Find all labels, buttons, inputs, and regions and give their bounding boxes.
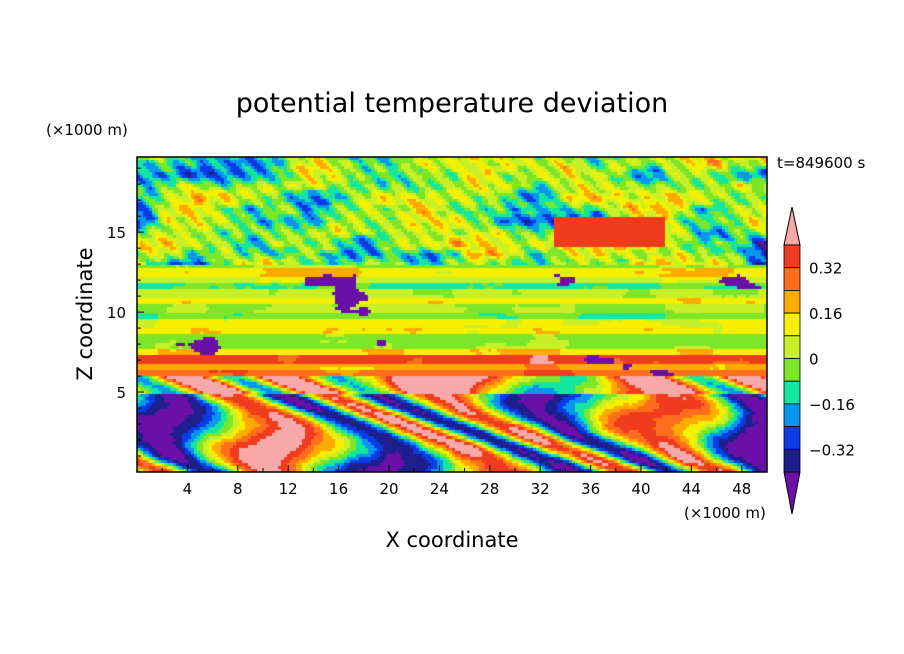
x-unit-label: (×1000 m) <box>684 504 766 522</box>
x-tick-label: 24 <box>430 480 449 498</box>
colorbar-label: 0.16 <box>809 305 842 323</box>
colorbar-top-arrow <box>783 206 801 246</box>
colorbar-segment <box>783 426 801 450</box>
colorbar-segment <box>783 244 801 269</box>
data-field <box>137 157 767 472</box>
y-axis: 5 10 15 <box>107 167 144 457</box>
time-label: t=849600 s <box>777 154 865 172</box>
x-tick-label: 16 <box>329 480 348 498</box>
x-tick-label: 20 <box>379 480 398 498</box>
colorbar-segment <box>783 289 801 314</box>
y-tick-label: 5 <box>116 384 126 402</box>
chart-title: potential temperature deviation <box>236 88 668 119</box>
colorbar-label: −0.32 <box>809 441 855 459</box>
x-tick-label: 12 <box>279 480 298 498</box>
x-tick-label: 8 <box>233 480 243 498</box>
colorbar-segment <box>783 448 801 473</box>
x-tick-label: 40 <box>631 480 650 498</box>
x-axis-label: X coordinate <box>385 528 518 552</box>
colorbar-segment <box>783 358 801 382</box>
plot-area <box>136 156 768 473</box>
colorbar-bottom-arrow <box>783 471 801 515</box>
colorbar-segment <box>783 312 801 337</box>
y-tick-label: 10 <box>107 304 126 322</box>
x-tick-label: 48 <box>732 480 751 498</box>
colorbar-label: 0 <box>809 351 819 369</box>
y-axis-label: Z coordinate <box>73 247 97 380</box>
x-tick-label: 4 <box>183 480 193 498</box>
y-unit-label: (×1000 m) <box>46 121 128 139</box>
x-tick-label: 44 <box>682 480 701 498</box>
colorbar-segment <box>783 403 801 427</box>
x-tick-label: 36 <box>581 480 600 498</box>
colorbar-segment <box>783 380 801 405</box>
x-tick-label: 28 <box>480 480 499 498</box>
colorbar-segment <box>783 267 801 291</box>
colorbar-segment <box>783 335 801 359</box>
x-tick-label: 32 <box>531 480 550 498</box>
x-axis: 4 8 12 16 20 24 28 32 36 40 44 48 <box>161 465 768 498</box>
colorbar-label: −0.16 <box>809 396 855 414</box>
colorbar-label: 0.32 <box>809 260 842 278</box>
y-tick-label: 15 <box>107 224 126 242</box>
field-image <box>137 157 767 472</box>
colorbar: 0.32 0.16 0 −0.16 −0.32 <box>783 206 855 515</box>
plot-frame <box>136 156 768 473</box>
